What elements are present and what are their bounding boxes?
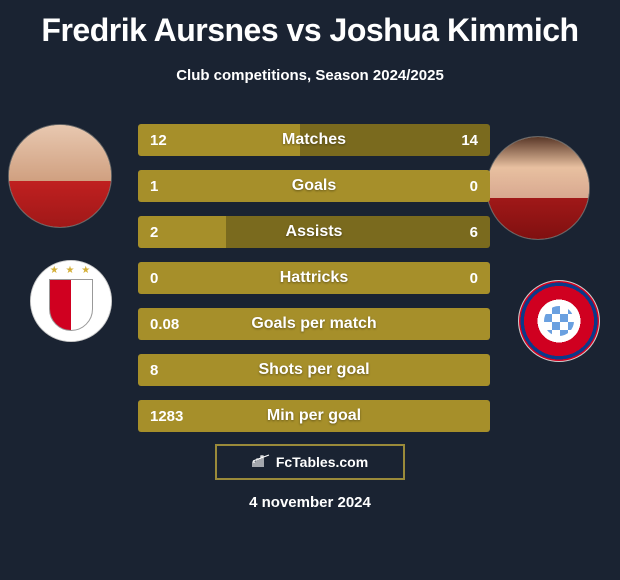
stat-label: Shots per goal — [138, 354, 490, 386]
stat-row: 0.08Goals per match — [138, 308, 490, 340]
stat-label: Assists — [138, 216, 490, 248]
stat-label: Min per goal — [138, 400, 490, 432]
player-right-photo — [486, 136, 590, 240]
chart-icon — [252, 454, 270, 471]
date-text: 4 november 2024 — [0, 494, 620, 511]
avatar-placeholder — [487, 137, 589, 239]
stat-row: 00Hattricks — [138, 262, 490, 294]
stat-label: Goals — [138, 170, 490, 202]
page-title: Fredrik Aursnes vs Joshua Kimmich — [0, 0, 620, 49]
stat-label: Goals per match — [138, 308, 490, 340]
player-left-photo — [8, 124, 112, 228]
stat-label: Matches — [138, 124, 490, 156]
stat-label: Hattricks — [138, 262, 490, 294]
stat-row: 1214Matches — [138, 124, 490, 156]
avatar-placeholder — [9, 125, 111, 227]
brand-box: FcTables.com — [215, 444, 405, 480]
benfica-badge — [31, 261, 111, 341]
stat-row: 1283Min per goal — [138, 400, 490, 432]
stat-row: 8Shots per goal — [138, 354, 490, 386]
club-left-logo — [30, 260, 112, 342]
brand-text: FcTables.com — [276, 454, 368, 470]
stat-row: 10Goals — [138, 170, 490, 202]
stats-bars: 1214Matches 10Goals 26Assists 00Hattricks 0.… — [138, 124, 490, 446]
subtitle: Club competitions, Season 2024/2025 — [0, 67, 620, 84]
club-right-logo — [518, 280, 600, 362]
bayern-badge — [519, 281, 599, 361]
stat-row: 26Assists — [138, 216, 490, 248]
